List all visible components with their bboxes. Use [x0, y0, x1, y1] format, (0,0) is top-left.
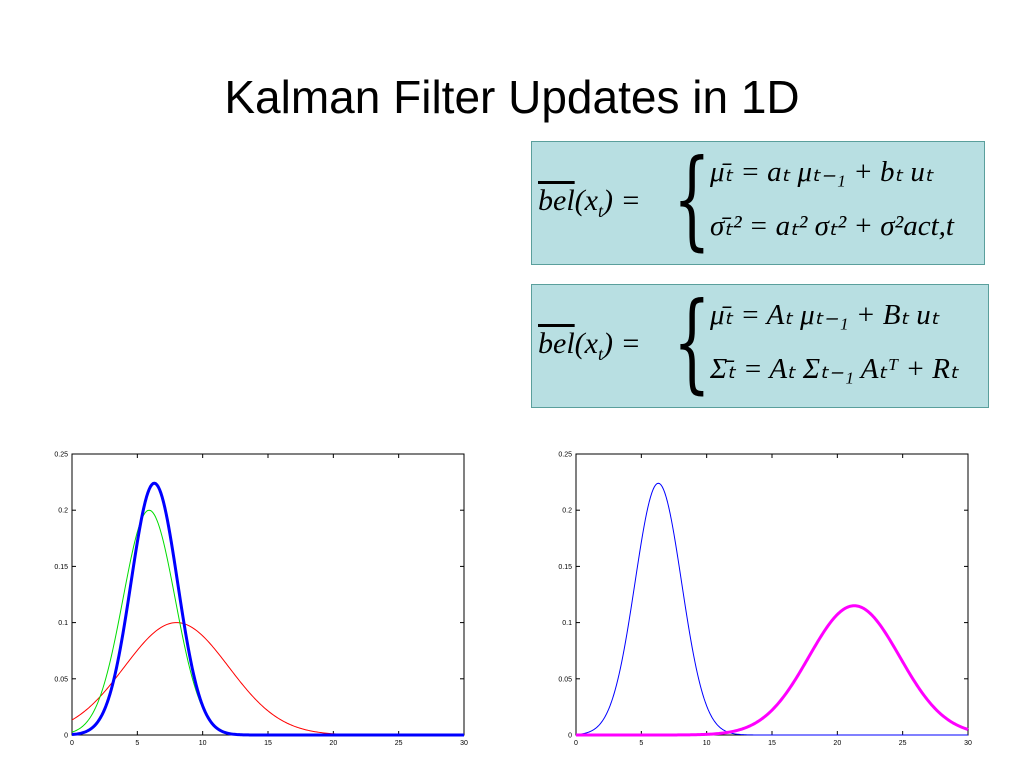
y-tick-label: 0 — [568, 733, 572, 740]
y-tick-label: 0.1 — [58, 620, 68, 627]
variance-update-equation: σ̄ₜ² = aₜ² σₜ² + σ²act,t — [710, 210, 954, 242]
covariance-update-equation: Σ̄ₜ = Aₜ Σₜ₋₁ Aₜᵀ + Rₜ — [710, 353, 959, 385]
matrix-kalman-equation-box: bel(xt) = { μ̄ₜ = Aₜ μₜ₋₁ + Bₜ uₜ Σ̄ₜ = … — [531, 284, 989, 408]
bel-overline: bel — [538, 184, 575, 217]
belief-lhs: bel(xt) = — [538, 327, 641, 365]
bel-equals: ) = — [602, 327, 641, 360]
y-tick-label: 0.1 — [562, 620, 572, 627]
prediction-chart-right: 0 5 10 15 20 25 30 0 0.05 0.1 0.15 0.2 0.25 — [544, 446, 984, 750]
bel-args: (x — [574, 184, 598, 217]
prediction-chart-right-svg: 0 5 10 15 20 25 30 0 0.05 0.1 0.15 0.2 0.25 — [558, 452, 972, 748]
bel-sub: t — [597, 201, 603, 221]
mean-update-equation: μ̄ₜ = aₜ μₜ₋₁ + bₜ uₜ — [710, 156, 934, 188]
x-tick-label: 0 — [574, 740, 578, 747]
y-tick-label: 0 — [64, 733, 68, 740]
x-tick-label: 10 — [703, 740, 711, 747]
y-tick-label: 0.05 — [54, 676, 68, 683]
x-tick-label: 5 — [135, 740, 139, 747]
y-tick-label: 0.2 — [562, 508, 572, 515]
x-tick-label: 25 — [395, 740, 403, 747]
x-tick-label: 15 — [264, 740, 272, 747]
plot-frame — [71, 453, 465, 736]
bel-equals: ) = — [602, 184, 641, 217]
y-tick-label: 0.05 — [558, 676, 572, 683]
slide-title: Kalman Filter Updates in 1D — [224, 71, 800, 123]
prediction-chart-left-svg: 0 5 10 15 20 25 30 0 0.05 0.1 0.15 0.2 0.25 — [54, 452, 468, 748]
x-tick-label: 30 — [964, 740, 972, 747]
x-tick-label: 20 — [329, 740, 337, 747]
x-tick-label: 5 — [639, 740, 643, 747]
series-line-1 — [575, 604, 969, 737]
bel-args: (x — [574, 327, 598, 360]
prediction-chart-left: 0 5 10 15 20 25 30 0 0.05 0.1 0.15 0.2 0.25 — [40, 446, 480, 750]
y-tick-label: 0.2 — [58, 508, 68, 515]
mean-update-equation: μ̄ₜ = Aₜ μₜ₋₁ + Bₜ uₜ — [710, 299, 940, 331]
x-tick-label: 20 — [833, 740, 841, 747]
scalar-kalman-equation-box: bel(xt) = { μ̄ₜ = aₜ μₜ₋₁ + bₜ uₜ σ̄ₜ² =… — [531, 141, 985, 265]
x-tick-label: 15 — [768, 740, 776, 747]
plot-frame — [575, 453, 969, 736]
y-tick-label: 0.15 — [54, 564, 68, 571]
left-brace-icon: { — [673, 280, 711, 405]
belief-lhs: bel(xt) = — [538, 184, 641, 222]
series-line-2 — [71, 481, 465, 737]
bel-sub: t — [597, 344, 603, 364]
x-tick-label: 25 — [899, 740, 907, 747]
x-tick-label: 30 — [460, 740, 468, 747]
x-tick-label: 10 — [199, 740, 207, 747]
series-line-0 — [575, 482, 968, 736]
y-tick-label: 0.25 — [558, 452, 572, 459]
y-tick-label: 0.25 — [54, 452, 68, 459]
x-tick-label: 0 — [70, 740, 74, 747]
y-tick-label: 0.15 — [558, 564, 572, 571]
left-brace-icon: { — [673, 137, 711, 262]
bel-overline: bel — [538, 327, 575, 360]
